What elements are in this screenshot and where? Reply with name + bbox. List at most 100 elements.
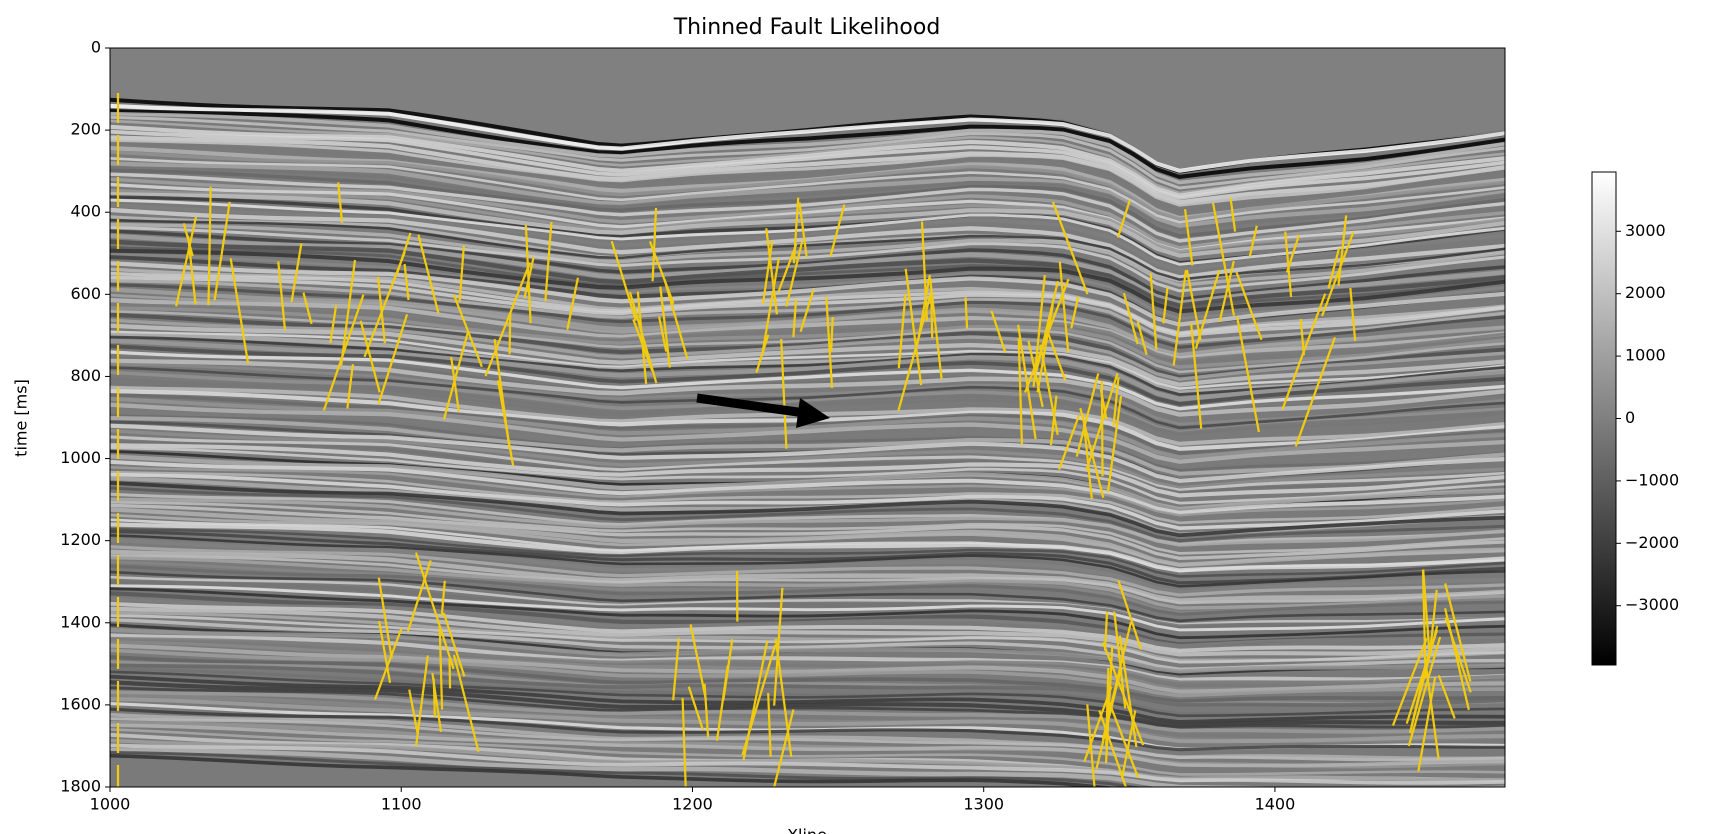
fault xyxy=(792,197,800,264)
fault xyxy=(1349,287,1357,341)
fault xyxy=(1421,570,1427,679)
reflector xyxy=(110,156,1505,224)
fault xyxy=(1235,271,1263,341)
reflector xyxy=(110,712,1505,761)
fault xyxy=(755,334,770,373)
reflector xyxy=(110,330,1505,390)
reflector xyxy=(110,172,1505,243)
reflector xyxy=(110,108,1505,179)
fault xyxy=(1122,292,1139,345)
arrow-shaft xyxy=(696,393,806,418)
fault xyxy=(785,241,804,307)
fault xyxy=(1036,304,1054,393)
fault xyxy=(1099,389,1108,420)
reflector xyxy=(110,248,1505,314)
reflector xyxy=(110,303,1505,362)
axes: 1000 1100 1200 1300 1400 0 200 400 600 800 1000 120… xyxy=(60,38,1679,814)
fault xyxy=(1172,270,1187,366)
reflector xyxy=(110,261,1505,327)
fault xyxy=(658,316,668,352)
reflector xyxy=(110,497,1505,547)
reflector xyxy=(110,614,1505,664)
reflector xyxy=(110,226,1505,293)
fault xyxy=(761,257,780,352)
reflector xyxy=(110,686,1505,729)
reflector xyxy=(110,275,1505,338)
fault xyxy=(346,364,355,409)
fault xyxy=(359,320,381,393)
reflector xyxy=(110,293,1505,356)
reflector xyxy=(110,166,1505,231)
fault xyxy=(1185,269,1202,341)
fault xyxy=(207,186,212,306)
reflector xyxy=(110,182,1505,253)
reflector xyxy=(110,150,1505,222)
fault xyxy=(829,204,846,257)
reflector xyxy=(110,115,1505,190)
fault xyxy=(1284,231,1293,298)
fault xyxy=(1082,415,1093,500)
reflector xyxy=(110,674,1505,724)
reflector xyxy=(110,655,1505,704)
x-tick-label: 1100 xyxy=(381,795,422,814)
fault xyxy=(904,268,923,386)
fault xyxy=(1299,318,1306,356)
x-tick-label: 1400 xyxy=(1255,795,1296,814)
fault xyxy=(1437,675,1456,719)
fault xyxy=(636,291,648,384)
fault xyxy=(930,291,934,339)
y-tick-label: 600 xyxy=(70,284,101,303)
fault xyxy=(1229,197,1237,232)
y-axis-label: time [ms] xyxy=(12,379,31,457)
reflector xyxy=(110,271,1505,336)
reflector xyxy=(110,323,1505,387)
fault xyxy=(1183,209,1194,266)
fault xyxy=(610,240,637,322)
fault xyxy=(715,665,729,741)
reflector xyxy=(110,643,1505,694)
fault xyxy=(1281,293,1327,410)
reflector xyxy=(110,408,1505,469)
reflector xyxy=(110,554,1505,605)
fault xyxy=(378,620,392,684)
fault xyxy=(765,228,779,315)
fault xyxy=(1095,667,1123,770)
y-tick-label: 1000 xyxy=(60,448,101,467)
fault xyxy=(773,709,795,787)
reflector xyxy=(110,318,1505,381)
fault xyxy=(452,294,483,368)
reflector xyxy=(110,129,1505,200)
reflector xyxy=(110,743,1505,785)
reflector xyxy=(110,124,1505,198)
reflector xyxy=(110,465,1505,517)
reflector xyxy=(110,648,1505,698)
reflector xyxy=(110,556,1505,610)
colorbar-tick-label: 1000 xyxy=(1625,346,1666,365)
reflector xyxy=(110,575,1505,626)
colorbar-tick-label: −3000 xyxy=(1625,595,1679,614)
fault xyxy=(1136,320,1148,355)
fault xyxy=(825,296,834,389)
reflector xyxy=(110,283,1505,349)
fault xyxy=(432,678,436,718)
fault xyxy=(1058,261,1070,353)
plot-frame xyxy=(109,47,1506,788)
reflector xyxy=(110,522,1505,573)
reflector xyxy=(110,188,1505,254)
fault xyxy=(1429,589,1438,650)
fault xyxy=(1075,373,1100,457)
reflector xyxy=(110,690,1505,734)
fault xyxy=(830,317,834,352)
fault xyxy=(1408,668,1427,734)
fault xyxy=(1149,273,1158,350)
fault xyxy=(544,221,553,302)
fault xyxy=(229,258,250,364)
reflector xyxy=(110,414,1505,472)
reflector xyxy=(110,529,1505,585)
reflector xyxy=(110,396,1505,460)
reflector xyxy=(110,454,1505,512)
fault xyxy=(442,612,466,677)
fault xyxy=(1294,337,1336,447)
fault xyxy=(524,224,532,324)
chart-title: Thinned Fault Likelihood xyxy=(673,15,941,40)
